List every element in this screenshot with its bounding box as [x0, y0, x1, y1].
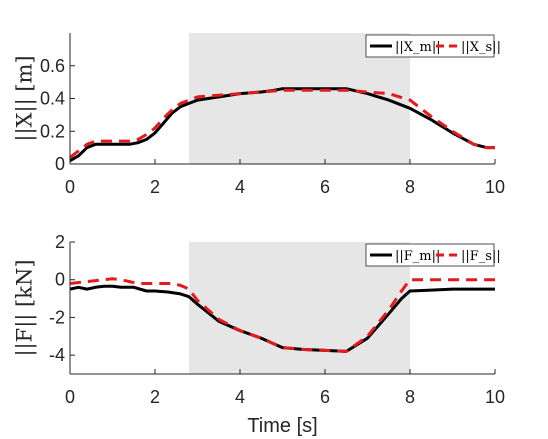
y-tick-label: 0.6: [40, 56, 65, 76]
series-lines: [69, 87, 495, 162]
x-tick-label: 8: [405, 387, 415, 407]
master-series-line: [69, 284, 495, 353]
x-tick-label: 6: [320, 387, 330, 407]
y-tick-label: 0.2: [40, 121, 65, 141]
y-axis-label: ||X|| [m]: [12, 55, 37, 141]
x-tick-label: 2: [150, 387, 160, 407]
y-tick-label: 0: [55, 154, 65, 174]
x-axis-label: Time [s]: [247, 415, 317, 437]
x-tick-label: 2: [150, 177, 160, 197]
y-tick-label: 2: [55, 232, 65, 252]
axes: [69, 33, 496, 165]
x-tick-labels: 0 2 4 6 8 10: [65, 387, 505, 407]
y-tick-label: 0.4: [40, 89, 65, 109]
x-tick-label: 4: [235, 177, 245, 197]
x-tick-label: 6: [320, 177, 330, 197]
y-tick-label: -2: [49, 307, 65, 327]
legend-label-master: ||F_m||: [395, 249, 440, 264]
x-tick-label: 0: [65, 177, 75, 197]
x-tick-labels: 0 2 4 6 8 10: [65, 177, 505, 197]
legend-box: [365, 34, 495, 58]
x-tick-label: 8: [405, 177, 415, 197]
slave-series-line: [69, 88, 495, 159]
legend: ||F_m|| ||F_s||: [365, 243, 501, 267]
legend: ||X_m|| ||X_s||: [365, 34, 501, 58]
master-series-line: [69, 87, 495, 162]
y-axis-label: ||F|| [kN]: [12, 259, 37, 356]
force-panel: 0 2 4 6 8 10 2 0 -2 -4 ||F|| [kN] Time [s] ||F_m…: [12, 232, 505, 437]
y-tick-labels: 2 0 -2 -4: [49, 232, 65, 365]
slave-series-line: [69, 277, 495, 353]
y-tick-label: -4: [49, 345, 65, 365]
legend-label-slave: ||F_s||: [461, 249, 501, 264]
legend-box: [365, 243, 495, 267]
position-panel: 0 2 4 6 8 10 00.20.40.6 ||X|| [m] ||X_m|| ||X_…: [12, 33, 505, 197]
y-tick-labels: 0 0.2 0.4 0.6: [40, 56, 65, 174]
x-tick-label: 10: [485, 177, 505, 197]
legend-label-slave: ||X_s||: [461, 40, 501, 55]
x-tick-label: 10: [485, 387, 505, 407]
legend-label-master: ||X_m||: [395, 40, 441, 55]
y-tick-label: 0: [55, 270, 65, 290]
series-lines: [69, 277, 495, 353]
x-tick-label: 0: [65, 387, 75, 407]
x-tick-label: 4: [235, 387, 245, 407]
axes: [69, 241, 496, 375]
